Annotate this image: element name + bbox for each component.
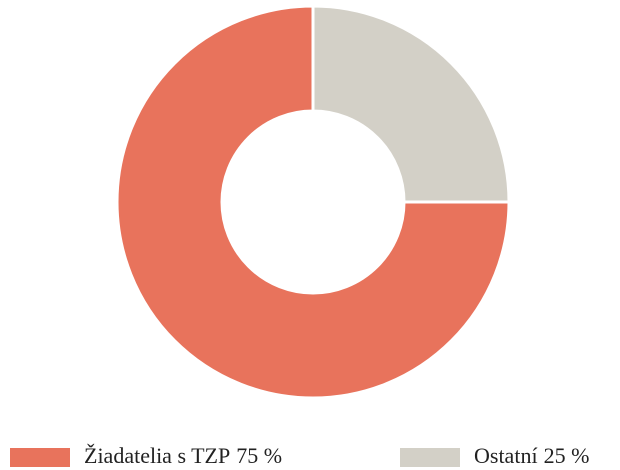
donut-slice [115, 4, 511, 400]
legend-category: Žiadatelia s TZP [84, 443, 230, 468]
legend-swatch [400, 448, 460, 467]
legend-value: 25 % [544, 443, 590, 468]
legend-swatch [10, 448, 70, 467]
legend-item: Žiadatelia s TZP 75 % [10, 443, 282, 468]
legend-value: 75 % [236, 443, 282, 468]
legend-label: Ostatní 25 % [474, 443, 589, 468]
legend-label: Žiadatelia s TZP 75 % [84, 443, 282, 468]
legend-category: Ostatní [474, 443, 538, 468]
donut-slice [311, 4, 511, 204]
legend-item: Ostatní 25 % [400, 443, 589, 468]
